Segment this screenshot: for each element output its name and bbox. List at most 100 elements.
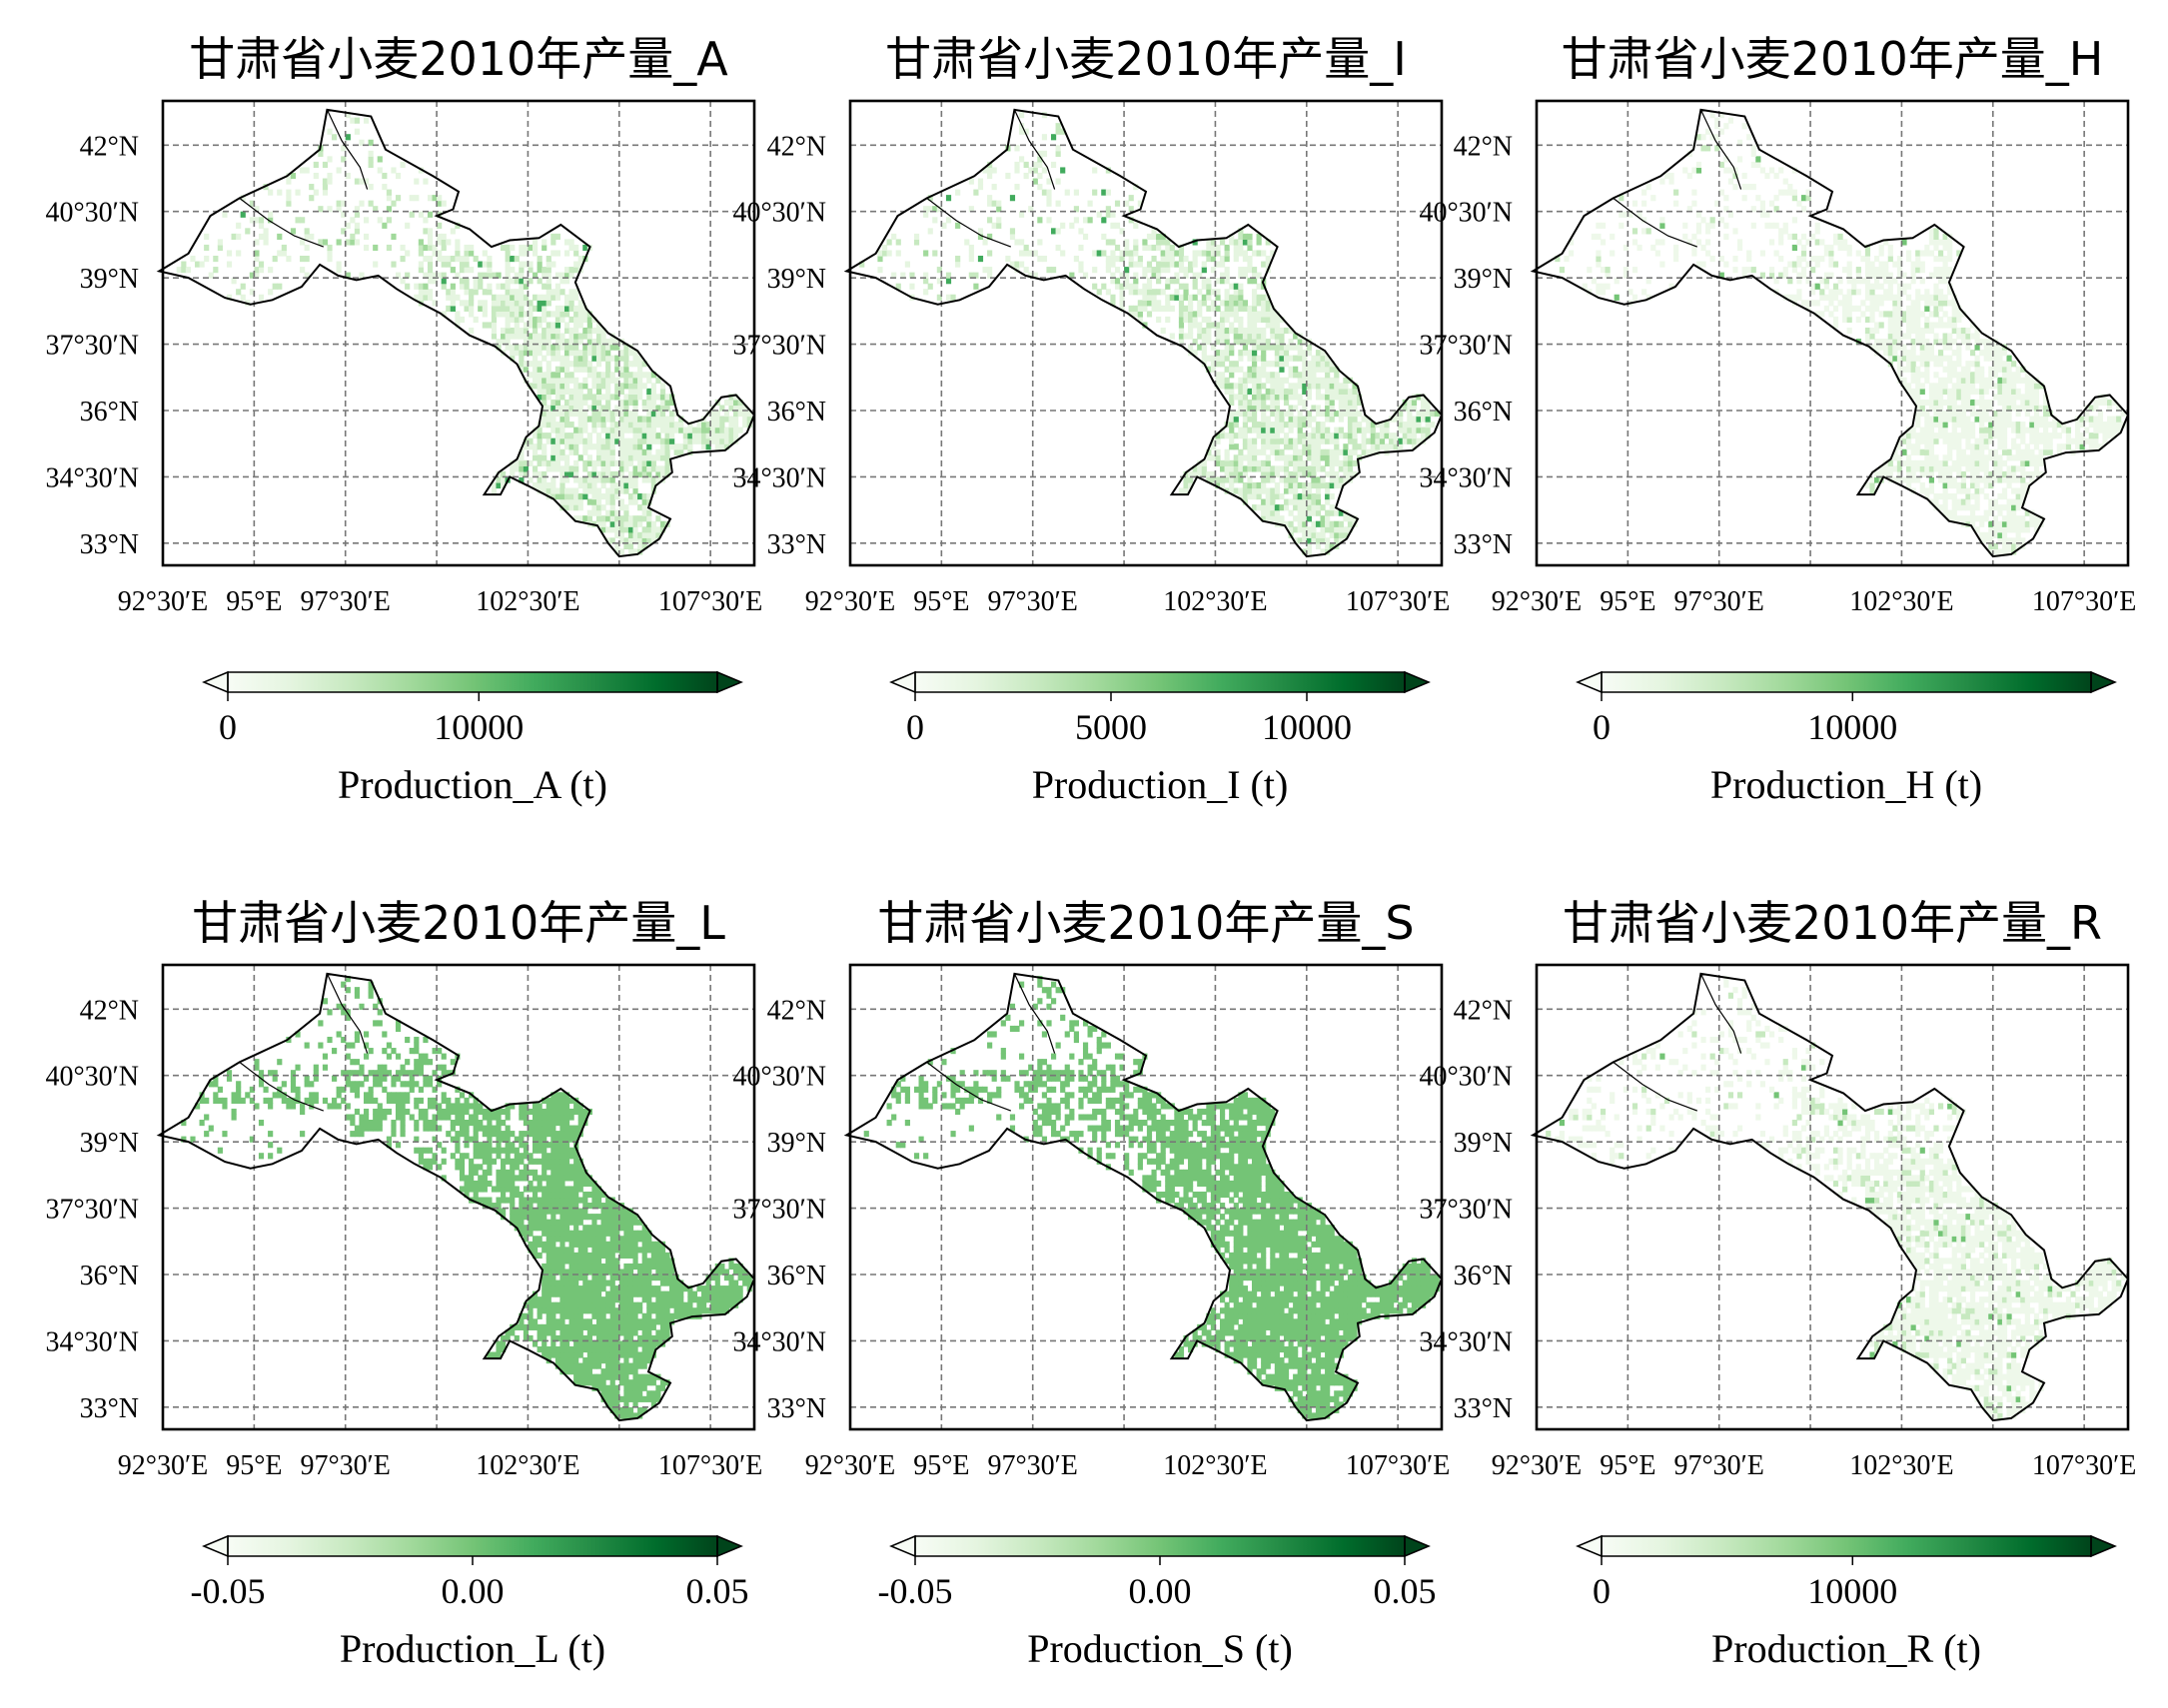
raster-cell <box>559 1323 565 1330</box>
raster-cell <box>1906 361 1912 368</box>
raster-cell <box>1293 504 1299 511</box>
raster-cell <box>414 294 420 301</box>
raster-cell <box>614 1307 620 1314</box>
raster-cell <box>1238 283 1244 290</box>
raster-cell <box>2011 537 2017 544</box>
raster-cell <box>545 300 551 307</box>
raster-cell <box>605 411 611 418</box>
raster-cell <box>1979 372 1985 379</box>
raster-cell <box>1988 448 1994 455</box>
raster-cell <box>514 294 520 301</box>
raster-cell <box>1055 228 1061 235</box>
raster-cell <box>1133 283 1139 290</box>
raster-cell <box>1197 300 1203 307</box>
raster-cell <box>1727 167 1734 174</box>
raster-cell <box>637 504 643 511</box>
raster-cell <box>1297 372 1303 379</box>
raster-cell <box>1288 394 1294 401</box>
raster-cell <box>614 493 620 500</box>
raster-cell <box>650 1401 656 1408</box>
raster-cell <box>1256 388 1262 395</box>
raster-cell <box>923 250 929 257</box>
raster-cell <box>2024 526 2030 533</box>
raster-cell <box>650 1390 656 1397</box>
raster-cell <box>1251 350 1258 357</box>
raster-cell <box>982 167 988 174</box>
raster-cell <box>204 244 210 252</box>
raster-cell <box>1242 470 1249 478</box>
raster-cell <box>1306 366 1312 373</box>
raster-cell <box>1343 515 1349 522</box>
raster-cell <box>1014 167 1020 174</box>
raster-cell <box>1402 405 1408 412</box>
raster-cell <box>723 432 730 439</box>
raster-cell <box>1924 366 1930 373</box>
raster-cell <box>1247 239 1253 246</box>
raster-cell <box>1988 383 1994 390</box>
raster-cell <box>2111 427 2117 433</box>
raster-cell <box>646 394 652 401</box>
raster-cell <box>1288 427 1294 433</box>
raster-cell <box>1247 333 1253 340</box>
raster-cell <box>646 498 652 505</box>
raster-cell <box>2029 454 2035 461</box>
raster-cell <box>563 267 570 274</box>
raster-cell <box>623 1345 629 1353</box>
raster-cell <box>1947 515 1953 522</box>
raster-cell <box>1823 272 1829 279</box>
raster-cell <box>1174 261 1180 268</box>
raster-cell <box>1215 454 1221 461</box>
raster-cell <box>533 465 539 472</box>
raster-cell <box>1274 399 1280 407</box>
raster-cell <box>1279 422 1285 428</box>
raster-cell <box>1896 443 1903 450</box>
raster-cell <box>1297 432 1303 439</box>
raster-cell <box>533 377 539 384</box>
raster-cell <box>1215 355 1221 362</box>
raster-cell <box>432 195 438 202</box>
raster-cell <box>632 526 638 533</box>
raster-cell <box>1915 465 1921 472</box>
raster-cell <box>586 333 592 340</box>
raster-cell <box>573 311 579 318</box>
raster-cell <box>1924 289 1930 296</box>
raster-cell <box>1997 476 2003 483</box>
raster-cell <box>414 178 420 185</box>
raster-cell <box>1329 493 1335 500</box>
raster-cell <box>405 250 411 257</box>
raster-cell <box>1169 333 1175 340</box>
raster-cell <box>1288 416 1294 423</box>
raster-cell <box>1334 432 1340 439</box>
raster-cell <box>1883 465 1889 472</box>
raster-cell <box>1238 339 1244 346</box>
raster-cell <box>563 383 570 390</box>
raster-cell <box>510 1329 516 1336</box>
raster-cell <box>501 327 507 335</box>
raster-cell <box>1864 481 1871 489</box>
raster-cell <box>491 272 498 279</box>
raster-cell <box>528 300 534 307</box>
raster-cell <box>1951 339 1957 346</box>
raster-cell <box>1883 339 1889 346</box>
raster-cell <box>573 377 579 384</box>
raster-cell <box>714 1307 720 1314</box>
raster-cell <box>533 1296 539 1303</box>
raster-cell <box>1274 432 1280 439</box>
raster-cell <box>254 239 260 246</box>
raster-cell <box>582 316 588 324</box>
raster-cell <box>1105 189 1111 196</box>
raster-cell <box>1883 261 1889 268</box>
raster-cell <box>559 361 565 368</box>
raster-cell <box>1283 388 1290 395</box>
raster-cell <box>1846 316 1852 324</box>
raster-cell <box>627 470 634 478</box>
raster-cell <box>655 448 661 455</box>
raster-cell <box>1060 222 1066 229</box>
raster-cell <box>1947 300 1953 307</box>
raster-cell <box>368 139 374 146</box>
raster-cell <box>491 316 498 324</box>
raster-cell <box>1992 498 1998 505</box>
raster-cell <box>563 504 570 511</box>
raster-cell <box>482 311 488 318</box>
